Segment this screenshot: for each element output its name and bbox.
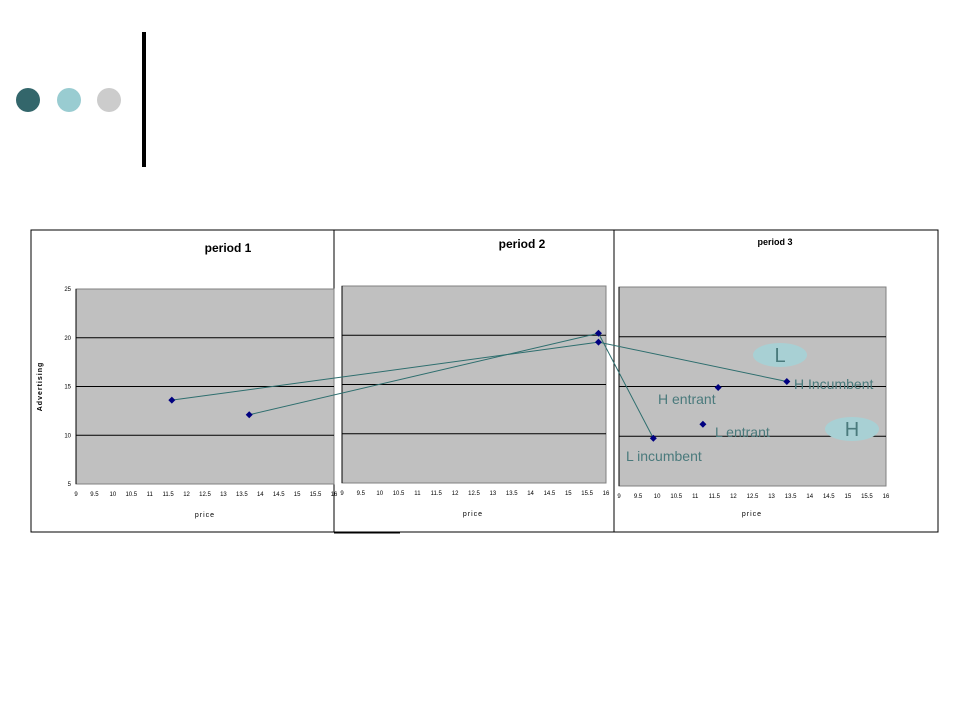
oval-l bbox=[753, 343, 807, 367]
series-line bbox=[171, 341, 599, 401]
x-tick-label: 9 bbox=[74, 492, 78, 498]
chart-title: period 2 bbox=[499, 237, 546, 251]
panel-2: period 2 9 9.5 10 10.5 11 11.5 12 12.5 13 13.5 14 14… bbox=[340, 237, 610, 518]
x-tick-label: 10 bbox=[376, 491, 383, 497]
data-point bbox=[714, 383, 722, 391]
x-tick-label: 15 bbox=[294, 492, 301, 498]
x-tick-label: 9 bbox=[617, 494, 621, 500]
x-tick-label: 16 bbox=[331, 492, 338, 498]
data-point bbox=[594, 338, 602, 346]
y-tick-label: 5 bbox=[68, 482, 72, 488]
label-h-incumbent: H Incumbent bbox=[794, 376, 873, 392]
x-tick-label: 13 bbox=[490, 491, 497, 497]
x-tick-label: 10 bbox=[654, 494, 661, 500]
oval-h bbox=[825, 417, 879, 441]
chart-title: period 3 bbox=[757, 237, 792, 247]
panel-1: period 1 9 9.5 10 10.5 11 11.5 12 12.5 13 13.5 14 14… bbox=[37, 241, 338, 519]
y-tick-label: 20 bbox=[64, 336, 71, 342]
x-tick-label: 15 bbox=[845, 494, 852, 500]
series-line bbox=[598, 341, 787, 383]
x-tick-label: 15 bbox=[565, 491, 572, 497]
x-tick-label: 11 bbox=[147, 492, 154, 498]
y-tick-label: 25 bbox=[64, 287, 71, 293]
x-tick-label: 12.5 bbox=[747, 494, 759, 500]
series-line bbox=[598, 333, 654, 439]
x-tick-label: 14.5 bbox=[823, 494, 835, 500]
label-l-entrant: L entrant bbox=[715, 424, 770, 440]
x-axis-label: price bbox=[742, 511, 762, 518]
x-tick-label: 16 bbox=[883, 494, 890, 500]
x-axis-label: price bbox=[463, 511, 483, 518]
y-tick-label: 10 bbox=[64, 433, 71, 439]
x-axis-label: price bbox=[195, 512, 215, 519]
x-tick-label: 12 bbox=[452, 491, 459, 497]
y-tick-label: 15 bbox=[64, 385, 71, 391]
x-tick-label: 9.5 bbox=[357, 491, 366, 497]
x-tick-label: 14.5 bbox=[544, 491, 556, 497]
x-tick-label: 12.5 bbox=[199, 492, 211, 498]
x-tick-label: 14.5 bbox=[273, 492, 285, 498]
data-point bbox=[699, 420, 707, 428]
x-tick-label: 10.5 bbox=[670, 494, 682, 500]
label-h-entrant: H entrant bbox=[658, 391, 716, 407]
x-tick-label: 11 bbox=[692, 494, 699, 500]
x-tick-label: 9.5 bbox=[90, 492, 99, 498]
x-tick-label: 13.5 bbox=[236, 492, 248, 498]
x-tick-label: 13 bbox=[768, 494, 775, 500]
x-tick-label: 14 bbox=[806, 494, 813, 500]
oval-l-label: L bbox=[774, 345, 785, 367]
decor-dot-gray bbox=[97, 88, 121, 112]
x-tick-label: 13.5 bbox=[785, 494, 797, 500]
x-tick-label: 9.5 bbox=[634, 494, 643, 500]
series-line bbox=[249, 332, 599, 416]
data-point bbox=[594, 329, 602, 337]
x-tick-label: 14 bbox=[257, 492, 264, 498]
x-tick-label: 12.5 bbox=[468, 491, 480, 497]
data-point bbox=[649, 434, 657, 442]
x-tick-label: 15.5 bbox=[310, 492, 322, 498]
decor-dot-light bbox=[57, 88, 81, 112]
data-point bbox=[168, 396, 176, 404]
x-tick-label: 12 bbox=[183, 492, 190, 498]
x-tick-label: 13.5 bbox=[506, 491, 518, 497]
x-tick-label: 15.5 bbox=[581, 491, 593, 497]
decor-vertical-bar bbox=[142, 32, 146, 167]
label-l-incumbent: L incumbent bbox=[626, 448, 702, 464]
x-tick-label: 15.5 bbox=[861, 494, 873, 500]
x-tick-label: 11 bbox=[414, 491, 421, 497]
decor-dot-dark bbox=[16, 88, 40, 112]
x-tick-label: 10 bbox=[110, 492, 117, 498]
panel-3: period 3 9 9.5 10 10.5 11 11.5 12 12.5 13 13.5 14 14… bbox=[617, 237, 890, 518]
x-tick-label: 11.5 bbox=[431, 491, 443, 497]
x-tick-label: 16 bbox=[603, 491, 610, 497]
data-point bbox=[245, 411, 253, 419]
x-tick-label: 10.5 bbox=[393, 491, 405, 497]
data-point bbox=[783, 378, 791, 386]
x-tick-label: 12 bbox=[730, 494, 737, 500]
x-tick-label: 11.5 bbox=[709, 494, 721, 500]
chart-title: period 1 bbox=[205, 241, 252, 255]
oval-h-label: H bbox=[845, 419, 859, 441]
x-tick-label: 9 bbox=[340, 491, 344, 497]
y-axis-label: Advertising bbox=[37, 362, 44, 412]
x-tick-label: 10.5 bbox=[125, 492, 137, 498]
x-tick-label: 14 bbox=[527, 491, 534, 497]
x-tick-label: 11.5 bbox=[163, 492, 175, 498]
x-tick-label: 13 bbox=[220, 492, 227, 498]
